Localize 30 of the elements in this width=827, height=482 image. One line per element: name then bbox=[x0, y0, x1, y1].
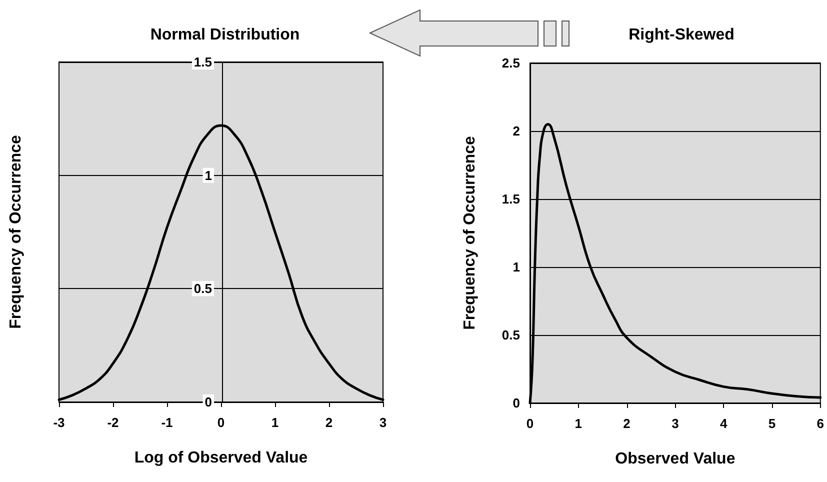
x-tick-label: 5 bbox=[768, 416, 776, 431]
y-axis-title: Frequency of Occurrence bbox=[8, 134, 24, 329]
y-tick-label: 0.5 bbox=[194, 281, 212, 296]
y-tick-label: 0 bbox=[204, 394, 212, 410]
x-tick-label: 2 bbox=[623, 416, 630, 431]
x-tick-label: 4 bbox=[720, 416, 728, 431]
y-tick-label: 1 bbox=[512, 260, 520, 274]
x-tick-label: 1 bbox=[271, 415, 279, 430]
x-tick-label: 6 bbox=[816, 416, 824, 431]
x-tick-label: 0 bbox=[526, 416, 534, 431]
y-tick-label: 0 bbox=[512, 396, 520, 410]
y-axis-title: Frequency of Occurrence bbox=[462, 136, 478, 330]
x-tick-label: -1 bbox=[161, 415, 173, 430]
y-tick-label: 1 bbox=[204, 168, 212, 183]
chart-title: Right-Skewed bbox=[628, 26, 734, 44]
y-tick-label: 2 bbox=[512, 124, 520, 138]
y-tick-label: 0.5 bbox=[502, 328, 520, 342]
x-tick-label: 1 bbox=[574, 416, 582, 431]
x-tick-label: 3 bbox=[672, 416, 679, 431]
y-tick-label: 1.5 bbox=[194, 54, 212, 70]
x-tick-label: 3 bbox=[379, 415, 387, 430]
x-tick-label: -3 bbox=[53, 415, 65, 430]
x-tick-label: 0 bbox=[217, 415, 225, 430]
chart-title: Normal Distribution bbox=[150, 26, 300, 44]
x-tick-label: -2 bbox=[107, 415, 119, 430]
x-axis-title: Log of Observed Value bbox=[134, 450, 308, 466]
y-tick-label: 2.5 bbox=[502, 56, 520, 70]
y-tick-label: 1.5 bbox=[502, 192, 520, 206]
x-axis-title: Observed Value bbox=[615, 450, 736, 468]
x-tick-label: 2 bbox=[325, 415, 333, 430]
